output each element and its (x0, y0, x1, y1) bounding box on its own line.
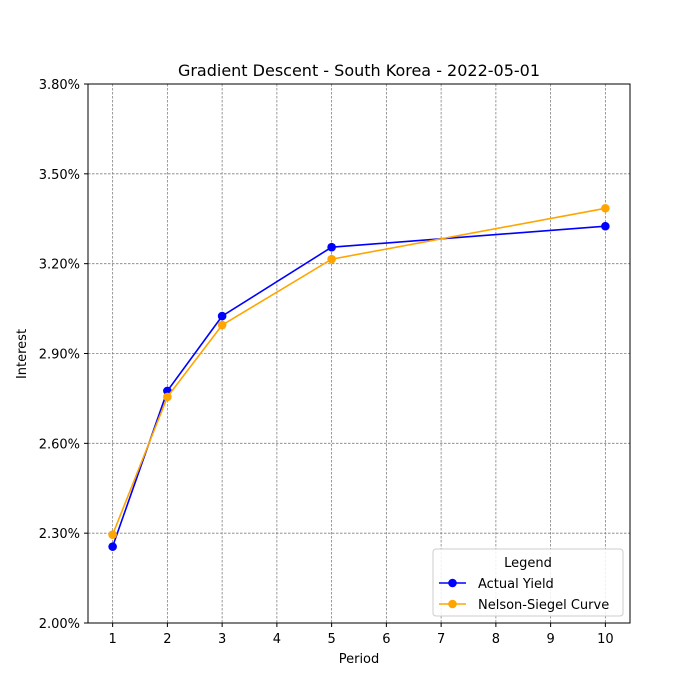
y-tick-label: 2.00% (39, 617, 80, 632)
data-point (327, 242, 336, 252)
y-tick-label: 2.30% (39, 527, 80, 542)
x-tick-label: 8 (492, 632, 500, 647)
data-point (327, 254, 336, 264)
legend-title: Legend (504, 556, 552, 571)
x-tick-label: 6 (382, 632, 390, 647)
data-point (108, 542, 117, 551)
x-tick-label: 7 (437, 632, 445, 647)
y-tick-label: 3.50% (39, 168, 80, 183)
y-tick-label: 2.90% (39, 348, 80, 363)
x-tick-label: 2 (163, 632, 171, 647)
data-point (601, 221, 610, 231)
x-tick-label: 4 (273, 632, 281, 647)
legend-marker (448, 599, 457, 609)
y-tick-label: 3.20% (39, 258, 80, 273)
y-axis: 2.00% 2.30% 2.60% 2.90% 3.20% 3.50% 3.80% (39, 78, 88, 632)
legend-label: Nelson-Siegel Curve (478, 598, 609, 613)
legend-box (432, 548, 624, 617)
y-tick-label: 2.60% (39, 437, 80, 452)
legend-entries: Actual Yield Nelson-Siegel Curve (439, 577, 609, 613)
data-point (217, 320, 227, 330)
data-point (601, 203, 610, 213)
x-tick-label: 3 (218, 632, 226, 647)
y-axis-label: Interest (15, 329, 30, 379)
series-layer (108, 203, 610, 551)
x-tick-label: 1 (108, 632, 116, 647)
data-point (163, 392, 172, 402)
x-axis-label: Period (339, 652, 380, 667)
chart-title: Gradient Descent - South Korea - 2022-05… (178, 61, 540, 80)
x-axis: 1 2 3 4 5 6 7 8 9 10 (108, 623, 614, 647)
x-tick-label: 10 (597, 632, 614, 647)
x-tick-label: 9 (546, 632, 554, 647)
legend-marker (448, 578, 457, 588)
data-point (108, 530, 117, 539)
legend-label: Actual Yield (478, 577, 554, 592)
x-tick-label: 5 (327, 632, 335, 647)
series-2 (108, 203, 610, 539)
legend: Legend Actual Yield Nelson-Siegel Curve (432, 548, 624, 617)
y-tick-label: 3.80% (39, 78, 80, 93)
data-point (217, 311, 227, 321)
